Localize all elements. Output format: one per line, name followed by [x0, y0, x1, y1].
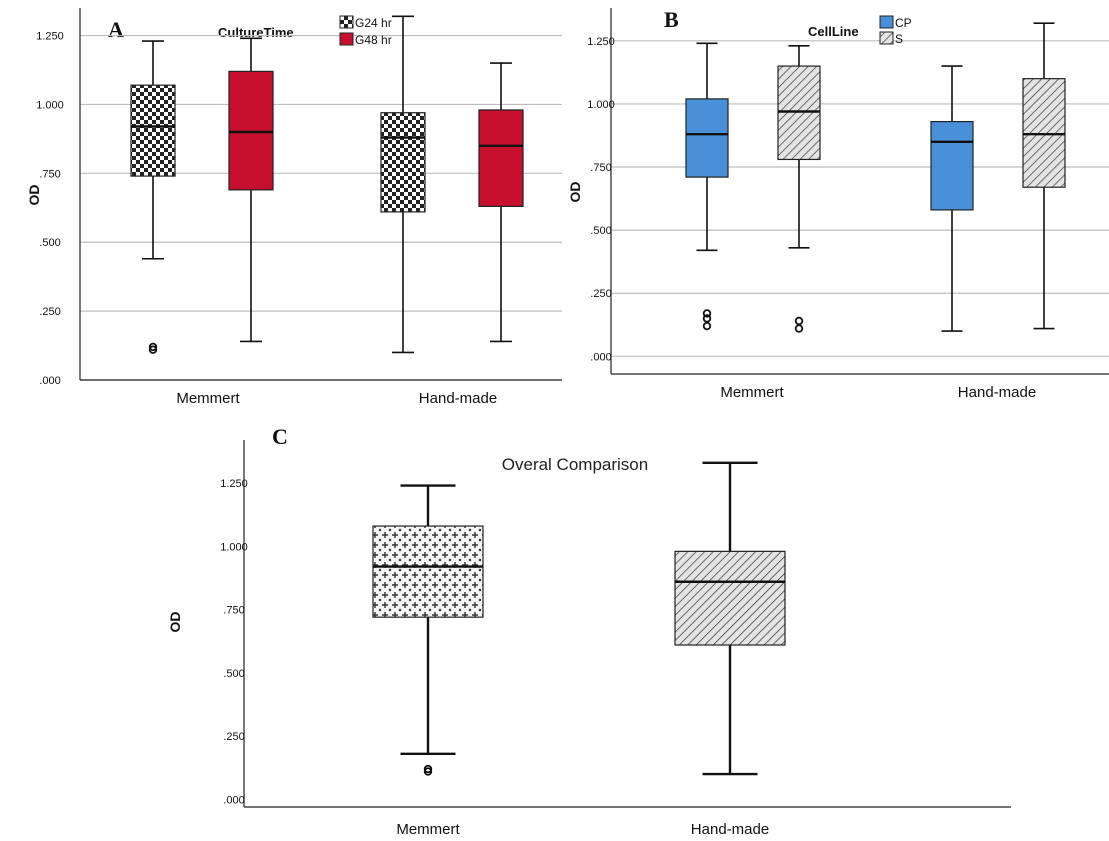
box-plot [930, 65, 974, 332]
iqr-box [228, 70, 274, 191]
iqr-box [930, 120, 974, 211]
y-tick-label: .000 [223, 794, 244, 806]
outlier-point [794, 324, 804, 333]
iqr-box [777, 65, 821, 161]
legend-entry-label: S [895, 32, 903, 46]
outlier-point [148, 342, 158, 352]
legend-entry-label: G48 hr [355, 33, 392, 47]
y-tick-label: .500 [590, 225, 611, 237]
iqr-box [674, 550, 786, 646]
y-tick-label: 1.250 [587, 36, 615, 48]
outlier-point [794, 316, 804, 326]
x-category-label: Memmert [720, 384, 784, 401]
panel-b-letter: B [664, 7, 679, 32]
legend-entry-label: CP [895, 16, 912, 30]
y-tick-label: 1.000 [36, 99, 64, 111]
legend-entry-label: G24 hr [355, 16, 392, 30]
x-category-label: Memmert [176, 390, 240, 407]
box-plot [478, 62, 524, 343]
y-tick-label: .750 [39, 168, 60, 180]
y-tick-label: 1.250 [220, 478, 248, 490]
y-tick-label: .750 [223, 605, 244, 617]
iqr-box [685, 98, 729, 178]
outlier-point [702, 314, 712, 323]
y-tick-label: .500 [223, 668, 244, 680]
panel-c-title: Overal Comparison [502, 455, 648, 474]
box-plot [777, 45, 821, 333]
panel-c-y-axis-label: OD [167, 612, 183, 633]
box-plot [228, 37, 274, 343]
y-tick-label: .250 [39, 306, 60, 318]
x-category-label: Memmert [396, 821, 460, 838]
x-category-label: Hand-made [958, 384, 1036, 401]
y-tick-label: 1.250 [36, 31, 64, 43]
legend-swatch [879, 15, 894, 29]
iqr-box [372, 525, 484, 618]
x-category-label: Hand-made [691, 821, 769, 838]
box-plot [130, 40, 176, 354]
iqr-box [130, 84, 176, 177]
legend-swatch [339, 15, 354, 29]
legend-swatch [879, 31, 894, 45]
outlier-point [702, 321, 712, 331]
iqr-box [380, 112, 426, 213]
box-plot [380, 15, 426, 354]
iqr-box [478, 109, 524, 208]
outlier-point [702, 309, 712, 318]
y-tick-label: .250 [590, 288, 611, 300]
panel-a-y-axis-label: OD [26, 185, 42, 206]
panel-b-legend-title: CellLine [808, 24, 859, 39]
box-plot [674, 461, 786, 776]
y-tick-label: 1.000 [587, 99, 615, 111]
box-plot [685, 42, 729, 331]
box-plot [1022, 22, 1066, 330]
panel-b: B OD CellLine .000 .250 .500 .750 1.000 1.250… [567, 7, 1109, 401]
panel-c: C Overal Comparison OD .000 .250 .500 .750 1… [167, 424, 1011, 838]
y-tick-label: .750 [590, 162, 611, 174]
y-tick-label: .250 [223, 731, 244, 743]
outlier-point [148, 345, 158, 354]
y-tick-label: .000 [590, 351, 611, 363]
outlier-point [423, 764, 433, 774]
panel-b-y-axis-label: OD [567, 182, 583, 203]
panel-c-letter: C [272, 424, 288, 449]
x-category-label: Hand-made [419, 390, 497, 407]
y-tick-label: 1.000 [220, 541, 248, 553]
box-plot [372, 484, 484, 776]
legend-swatch [339, 32, 354, 46]
panel-a: A OD CultureTime .000 .250 .500 .750 1.000 1.… [26, 8, 562, 407]
iqr-box [1022, 78, 1066, 188]
panel-a-legend-title: CultureTime [218, 25, 294, 40]
y-tick-label: .500 [39, 237, 60, 249]
panel-a-letter: A [108, 17, 124, 42]
y-tick-label: .000 [39, 375, 60, 387]
